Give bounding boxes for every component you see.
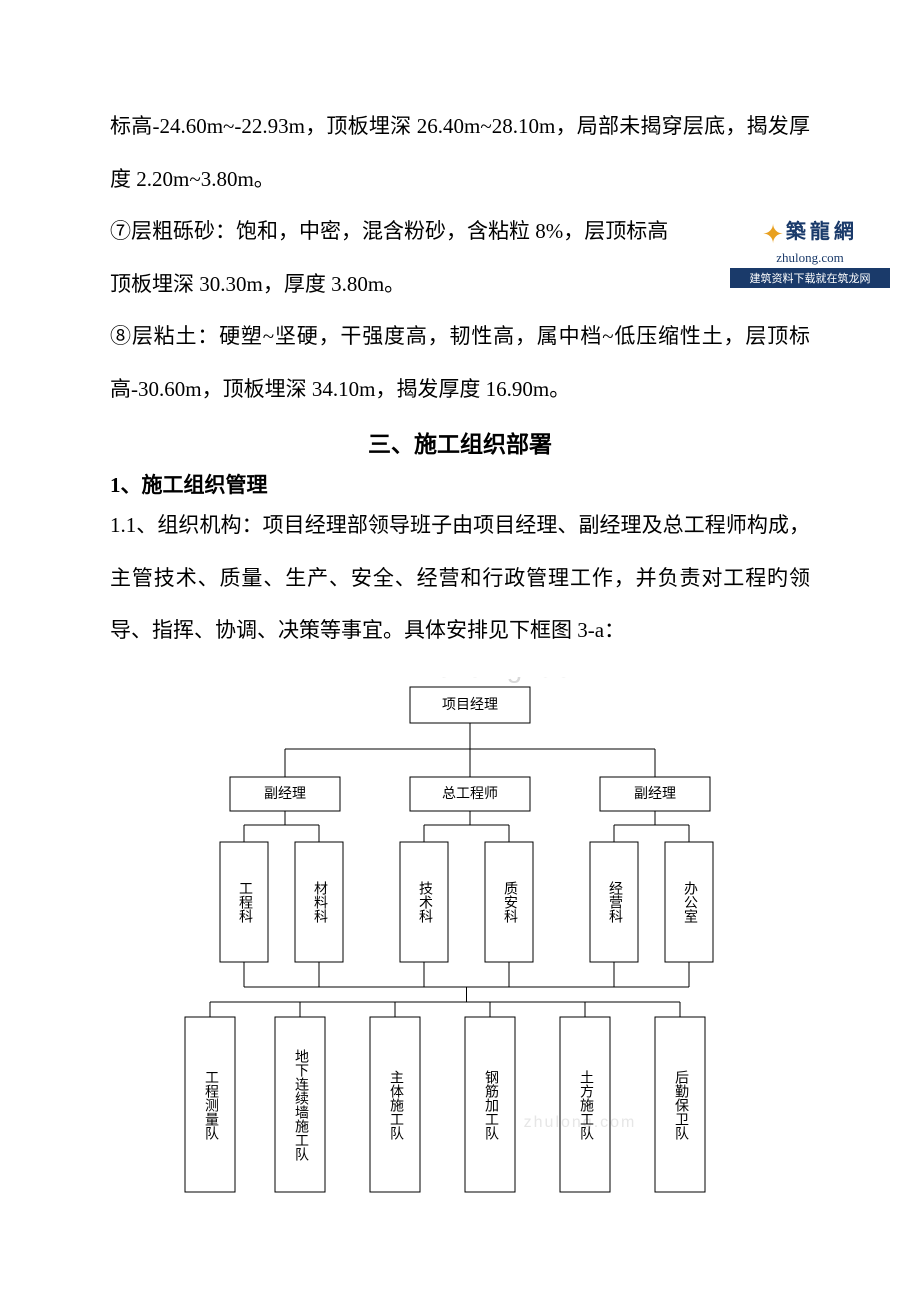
logo-tagline: 建筑资料下载就在筑龙网 <box>730 268 890 288</box>
logo-brand: 築龍網 <box>786 221 858 243</box>
svg-text:www.zhulong.com: www.zhulong.com <box>316 677 603 683</box>
paragraph-1: 标高-24.60m~-22.93m，顶板埋深 26.40m~28.10m，局部未… <box>110 100 810 205</box>
paragraph-3: 顶板埋深 30.30m，厚度 3.80m。 <box>110 258 810 311</box>
org-chart-svg: www.zhulong.comzhulong.com项目经理副经理总工程师副经理… <box>110 677 810 1217</box>
svg-text:项目经理: 项目经理 <box>442 697 498 713</box>
logo-domain: zhulong.com <box>730 250 890 266</box>
sub-title: 1、施工组织管理 <box>110 469 810 499</box>
body-after: 1.1、组织机构：项目经理部领导班子由项目经理、副经理及总工程师构成，主管技术、… <box>110 499 810 657</box>
org-chart: www.zhulong.comzhulong.com项目经理副经理总工程师副经理… <box>110 677 810 1217</box>
svg-text:副经理: 副经理 <box>264 786 306 802</box>
paragraph-2: ⑦层粗砾砂：饱和，中密，混含粉砂，含粘粒 8%，层顶标高 <box>110 205 810 258</box>
svg-text:副经理: 副经理 <box>634 786 676 802</box>
section-title: 三、施工组织部署 <box>110 425 810 459</box>
zhulong-logo: ✦築龍網 zhulong.com 建筑资料下载就在筑龙网 <box>730 215 890 288</box>
paragraph-4: ⑧层粘土：硬塑~坚硬，干强度高，韧性高，属中档~低压缩性土，层顶标高-30.60… <box>110 310 810 415</box>
svg-text:总工程师: 总工程师 <box>442 786 498 802</box>
